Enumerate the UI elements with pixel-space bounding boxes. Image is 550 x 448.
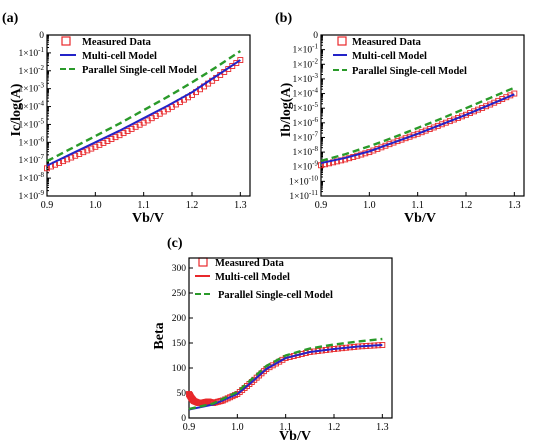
panel-a-legend: Measured Data Multi-cell Model Parallel … <box>60 36 197 76</box>
panel-a-x-axis-label: Vb/V <box>132 211 164 226</box>
y-tick-label: 1×10-9 <box>19 189 45 202</box>
y-tick-label: 1×10-3 <box>293 72 319 85</box>
x-tick-label: 0.9 <box>41 200 54 211</box>
series-multi-cell-line <box>320 93 515 165</box>
legend-measured-label: Measured Data <box>215 258 285 269</box>
y-tick-label: 1×10-6 <box>293 116 319 129</box>
data-point <box>44 165 50 172</box>
x-tick-label: 1.0 <box>89 200 102 211</box>
x-tick-label: 1.2 <box>460 200 473 211</box>
data-point <box>80 149 87 156</box>
data-point <box>233 60 240 66</box>
panel-a-y-axis-label: Ic/log(A) <box>9 83 24 136</box>
y-tick-label: 1×10-4 <box>293 87 319 100</box>
data-point <box>237 57 244 63</box>
legend-measured-marker <box>337 36 347 46</box>
panel-b-x-axis-label: Vb/V <box>404 211 436 226</box>
y-tick-label: 1×10-10 <box>289 174 318 187</box>
y-tick-label: 1×10-7 <box>19 153 45 166</box>
series-parallel-single-cell-line <box>46 50 241 163</box>
series-measured-data <box>186 342 386 406</box>
y-tick-label: 200 <box>172 314 187 324</box>
x-tick-label: 1.3 <box>234 200 247 211</box>
x-tick-label: 1.2 <box>186 200 199 211</box>
panel-a: (a) Ic/log(A) Vb/V Measured Data Multi-c… <box>2 11 251 226</box>
panel-b-y-axis-label: Ib/log(A) <box>279 82 294 137</box>
data-point <box>104 138 111 144</box>
legend-measured-marker <box>198 257 208 267</box>
data-point <box>88 145 95 152</box>
panel-c: (c) Beta Vb/V Measured Data Multi-cell M… <box>152 236 393 444</box>
data-point <box>269 362 276 369</box>
y-tick-label: 1×10-11 <box>289 189 318 202</box>
panel-b-legend: Measured Data Multi-cell Model Parallel … <box>333 36 467 77</box>
y-tick-label: 1×10-1 <box>293 43 319 56</box>
data-point <box>92 143 99 150</box>
data-point <box>108 136 115 143</box>
panel-c-y-axis-label: Beta <box>152 322 167 349</box>
y-tick-label: 1×10-1 <box>19 46 45 59</box>
series-parallel-single-cell-line <box>320 86 515 163</box>
panel-c-label: (c) <box>167 236 183 251</box>
data-point <box>76 151 83 157</box>
panel-a-label: (a) <box>2 11 19 26</box>
legend-measured-label: Measured Data <box>352 37 422 48</box>
legend-single-label: Parallel Single-cell Model <box>352 66 467 77</box>
y-tick-label: 1×10-5 <box>19 117 45 130</box>
x-tick-label: 1.1 <box>137 200 150 211</box>
legend-measured-marker <box>61 36 71 46</box>
legend-multicell-label: Multi-cell Model <box>215 272 290 283</box>
y-tick-label: 1×10-7 <box>293 130 319 143</box>
y-tick-label: 1×10-2 <box>19 64 45 77</box>
data-point <box>100 139 107 146</box>
x-tick-label: 1.1 <box>279 422 292 433</box>
legend-measured-label: Measured Data <box>82 37 152 48</box>
y-tick-label: 100 <box>172 364 187 374</box>
data-point <box>96 141 103 148</box>
y-tick-label: 300 <box>172 264 187 274</box>
y-tick-label: 1×10-2 <box>293 57 319 70</box>
x-tick-label: 1.3 <box>376 422 389 433</box>
legend-single-label: Parallel Single-cell Model <box>218 290 333 301</box>
y-tick-label: 1×10-9 <box>293 160 319 173</box>
data-point <box>511 90 518 97</box>
series-multi-cell-line <box>46 59 241 167</box>
data-point <box>112 134 119 141</box>
y-tick-label: 0 <box>39 31 44 41</box>
y-tick-label: 0 <box>313 31 318 41</box>
x-tick-label: 1.0 <box>363 200 376 211</box>
legend-multicell-label: Multi-cell Model <box>82 51 157 62</box>
x-tick-label: 0.9 <box>183 422 196 433</box>
panel-c-x-axis-label: Vb/V <box>279 429 311 444</box>
panel-b-label: (b) <box>275 11 292 26</box>
panel-b: (b) Ib/log(A) Vb/V Measured Data Multi-c… <box>275 11 525 226</box>
y-tick-label: 1×10-8 <box>19 171 45 184</box>
y-tick-label: 1×10-3 <box>19 82 45 95</box>
x-tick-label: 1.1 <box>411 200 424 211</box>
y-tick-label: 1×10-8 <box>293 145 319 158</box>
data-point <box>84 147 91 154</box>
series-multi-cell-line <box>188 344 383 411</box>
x-tick-label: 1.3 <box>508 200 521 211</box>
y-tick-label: 0 <box>181 414 186 424</box>
y-tick-label: 50 <box>177 389 187 399</box>
x-tick-label: 1.0 <box>231 422 244 433</box>
x-tick-label: 1.2 <box>328 422 341 433</box>
y-tick-label: 150 <box>172 339 187 349</box>
legend-multicell-label: Multi-cell Model <box>352 51 427 62</box>
panel-c-legend: Measured Data Multi-cell Model Parallel … <box>195 257 333 301</box>
y-tick-label: 1×10-5 <box>293 101 319 114</box>
y-tick-label: 250 <box>172 289 187 299</box>
plot-frame <box>188 257 393 419</box>
y-tick-label: 1×10-6 <box>19 135 45 148</box>
x-tick-label: 0.9 <box>315 200 328 211</box>
data-point <box>72 152 79 159</box>
legend-single-label: Parallel Single-cell Model <box>82 65 197 76</box>
series-parallel-single-cell-line <box>188 337 383 411</box>
y-tick-label: 1×10-4 <box>19 100 45 113</box>
